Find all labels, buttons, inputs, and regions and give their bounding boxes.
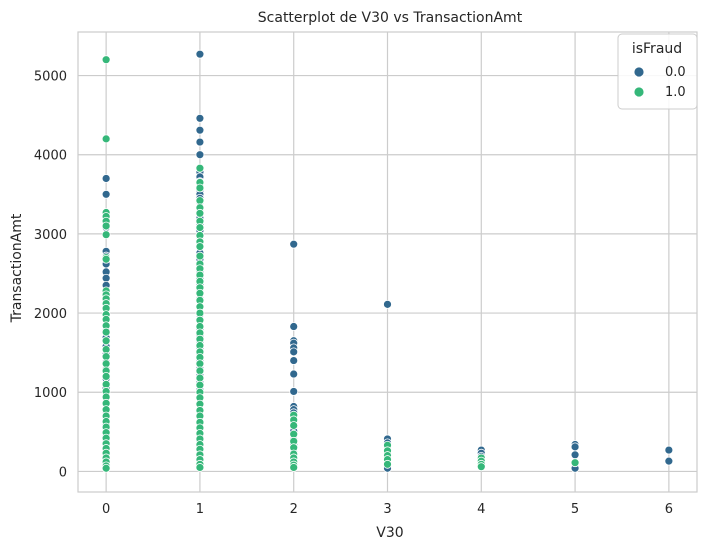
data-point xyxy=(289,369,299,379)
data-point xyxy=(195,163,205,173)
data-point xyxy=(195,223,205,232)
data-point xyxy=(195,183,205,193)
x-tick-label: 6 xyxy=(665,502,673,517)
data-point xyxy=(289,239,299,249)
data-point xyxy=(195,125,205,135)
data-point xyxy=(289,347,299,357)
x-axis-label: V30 xyxy=(376,525,403,541)
y-tick-label: 0 xyxy=(59,465,67,480)
grid xyxy=(78,32,697,492)
x-tick-label: 2 xyxy=(290,502,298,517)
data-point xyxy=(476,462,486,472)
data-point xyxy=(101,221,111,231)
data-point xyxy=(101,230,111,240)
data-point xyxy=(101,463,111,473)
data-point xyxy=(195,242,205,251)
data-point xyxy=(101,372,111,381)
x-tick-label: 1 xyxy=(196,502,204,517)
y-tick-label: 5000 xyxy=(34,70,67,85)
y-tick-label: 3000 xyxy=(34,228,67,243)
data-point xyxy=(195,251,205,261)
x-tick-label: 4 xyxy=(477,502,485,517)
data-point xyxy=(195,463,205,472)
legend-title: isFraud xyxy=(632,41,682,57)
data-point xyxy=(101,336,111,346)
y-axis-label: TransactionAmt xyxy=(9,213,25,323)
data-point xyxy=(664,456,674,466)
y-tick-label: 4000 xyxy=(34,149,67,164)
data-point xyxy=(383,459,392,469)
data-point xyxy=(101,327,111,337)
data-point xyxy=(195,49,205,59)
data-point xyxy=(289,421,299,430)
data-point xyxy=(101,189,111,199)
data-point xyxy=(101,55,111,65)
data-point xyxy=(289,463,299,472)
x-tick-label: 3 xyxy=(383,502,391,517)
series-1.0 xyxy=(101,55,580,473)
data-point xyxy=(195,150,205,160)
data-point xyxy=(383,299,392,309)
data-points xyxy=(101,49,674,473)
data-point xyxy=(570,458,580,468)
legend-label: 1.0 xyxy=(665,85,686,100)
data-point xyxy=(570,442,580,452)
data-point xyxy=(101,134,111,144)
legend-marker xyxy=(633,86,645,98)
legend-label: 0.0 xyxy=(665,65,686,80)
data-point xyxy=(101,254,111,264)
data-point xyxy=(101,174,111,183)
data-point xyxy=(289,322,299,331)
data-point xyxy=(195,208,205,218)
tick-labels: 0 1 2 3 4 5 6 0 1000 2000 3000 4000 5000 xyxy=(34,70,673,517)
data-point xyxy=(570,450,580,460)
y-tick-label: 2000 xyxy=(34,307,67,322)
data-point xyxy=(195,137,205,147)
legend: isFraud 0.01.0 xyxy=(617,33,698,110)
legend-marker xyxy=(633,66,645,78)
data-point xyxy=(289,356,299,365)
data-point xyxy=(195,113,205,123)
plot-frame xyxy=(77,31,698,493)
legend-entries: 0.01.0 xyxy=(633,65,686,100)
x-tick-label: 0 xyxy=(102,502,110,517)
chart-title: Scatterplot de V30 vs TransactionAmt xyxy=(258,10,523,26)
x-tick-label: 5 xyxy=(571,502,579,517)
y-tick-label: 1000 xyxy=(34,386,67,401)
data-point xyxy=(289,387,299,396)
data-point xyxy=(664,445,674,455)
